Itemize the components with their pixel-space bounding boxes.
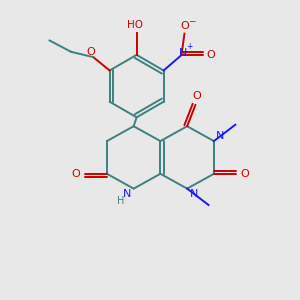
- Text: +: +: [187, 42, 193, 51]
- Text: O: O: [193, 91, 201, 101]
- Text: O: O: [71, 169, 80, 179]
- Text: O: O: [86, 47, 95, 57]
- Text: N: N: [216, 131, 225, 141]
- Text: O: O: [241, 169, 250, 179]
- Text: N: N: [190, 189, 198, 199]
- Text: N: N: [179, 48, 188, 58]
- Text: O: O: [180, 21, 189, 31]
- Text: O: O: [207, 50, 216, 60]
- Text: −: −: [188, 17, 196, 26]
- Text: H: H: [118, 196, 125, 206]
- Text: HO: HO: [127, 20, 143, 30]
- Text: N: N: [123, 189, 131, 199]
